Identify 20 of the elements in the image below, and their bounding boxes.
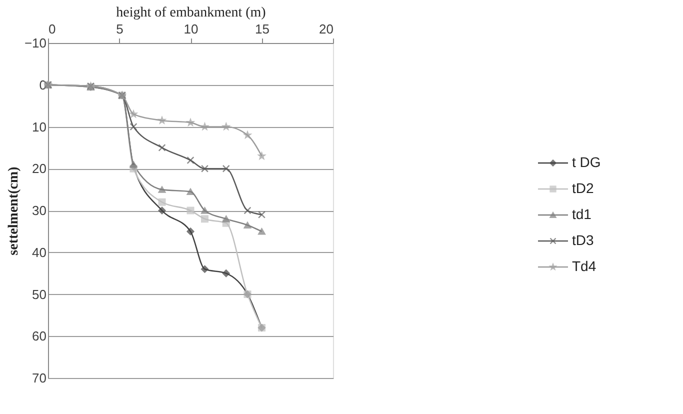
y-axis-title: settelment(cm): [6, 166, 22, 256]
y-tick-label: 30: [32, 203, 46, 218]
y-tick-label: 10: [32, 119, 46, 134]
y-tick-label: 60: [32, 328, 46, 344]
y-tick-label: 70: [32, 370, 46, 386]
x-tick-label: 15: [255, 22, 270, 36]
legend-label: tD3: [572, 232, 594, 248]
y-tick-label: 50: [32, 286, 46, 302]
x-tick-label: 20: [319, 22, 334, 36]
x-tick-label: 0: [48, 22, 56, 36]
legend-label: t DG: [572, 154, 601, 170]
legend-label: td1: [572, 206, 592, 222]
y-tick-label: −10: [24, 36, 46, 50]
x-axis-title: height of embankment (m): [116, 6, 266, 20]
y-tick-label: 40: [32, 244, 46, 260]
x-tick-label: 5: [116, 22, 124, 36]
y-tick-label: 20: [32, 161, 46, 176]
legend-label: tD2: [572, 180, 594, 196]
x-tick-label: 10: [184, 22, 198, 36]
legend-label: Td4: [572, 258, 596, 274]
